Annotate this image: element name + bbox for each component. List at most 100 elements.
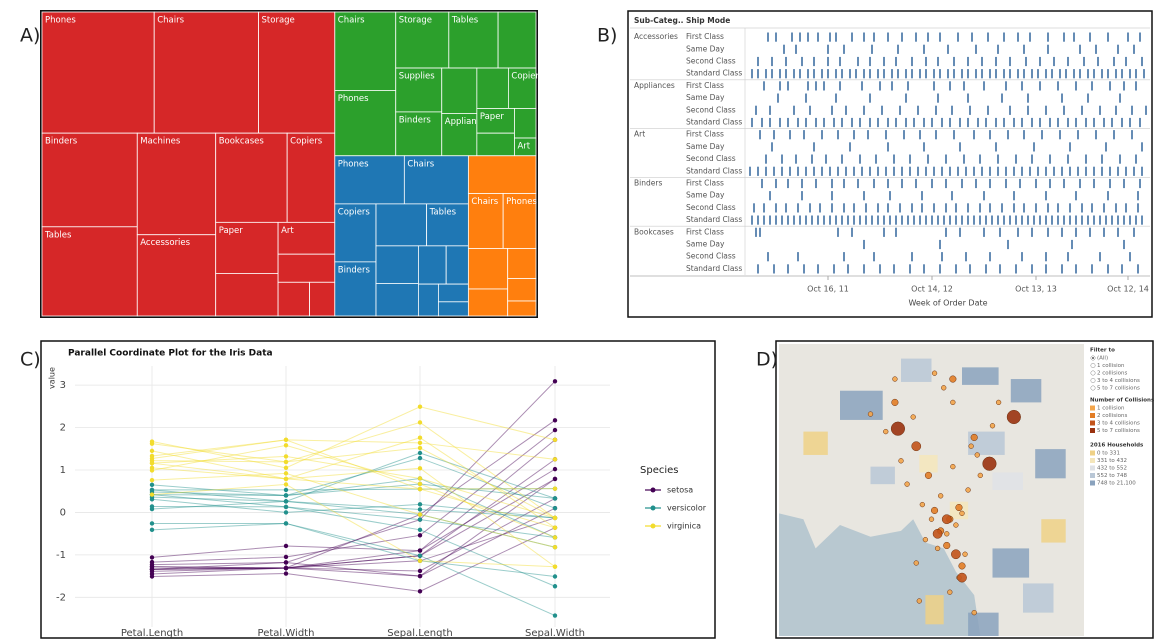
order-tick (983, 191, 985, 201)
order-tick (1013, 166, 1015, 176)
filter-radio[interactable] (1090, 385, 1096, 391)
order-tick (767, 252, 769, 262)
value-point (149, 482, 155, 488)
order-tick (941, 166, 943, 176)
cell-label: Storage (399, 16, 432, 26)
filter-radio[interactable] (1090, 370, 1096, 376)
treemap-cell (41, 132, 138, 228)
order-tick (899, 203, 901, 213)
order-tick (905, 117, 907, 128)
value-point (552, 564, 558, 569)
order-tick (781, 154, 783, 164)
order-tick (1091, 264, 1093, 274)
order-tick (863, 69, 865, 79)
order-tick (759, 130, 761, 140)
order-tick (1001, 203, 1003, 213)
order-tick (815, 81, 817, 91)
order-tick (1067, 252, 1069, 262)
order-tick (1005, 166, 1007, 176)
order-tick (899, 105, 901, 115)
treemap-cell (375, 203, 428, 247)
cell-label: Bookcases (219, 137, 265, 147)
order-tick (1017, 227, 1019, 237)
filter-radio[interactable] (1090, 378, 1096, 383)
order-tick (953, 56, 955, 67)
order-tick (981, 69, 983, 79)
order-tick (877, 215, 879, 225)
order-tick (863, 32, 865, 42)
profile-line (151, 478, 556, 577)
value-point (149, 527, 155, 533)
order-tick (807, 69, 809, 79)
order-tick (1115, 105, 1117, 115)
order-tick (1089, 32, 1091, 42)
treemap-cell (437, 301, 469, 317)
treemap-cell (467, 155, 537, 194)
order-tick (853, 215, 855, 225)
order-tick (877, 117, 879, 128)
legend-label: 2 collisions (1097, 413, 1127, 419)
profile-line (151, 483, 556, 499)
order-tick (1125, 203, 1127, 213)
order-tick (827, 44, 829, 54)
filter-radio[interactable] (1090, 363, 1096, 368)
order-tick (843, 252, 845, 262)
order-tick (965, 166, 967, 176)
order-tick (763, 215, 765, 225)
order-tick (1075, 117, 1077, 128)
order-tick (859, 215, 861, 225)
legend-title: Number of Collisions (1090, 398, 1155, 404)
collision-point (955, 503, 963, 512)
value-point (552, 496, 558, 501)
treemap-cell (467, 248, 509, 290)
order-tick (919, 69, 921, 79)
order-tick (867, 130, 869, 140)
profile-line (151, 467, 556, 529)
treemap-cell (508, 67, 537, 109)
legend-label: 552 to 748 (1097, 473, 1128, 479)
order-tick (771, 69, 773, 79)
x-tick-label: Sepal.Width (525, 628, 585, 639)
order-tick (875, 154, 877, 164)
order-tick (935, 105, 937, 115)
ship-mode-label: First Class (686, 227, 724, 236)
order-tick (965, 252, 967, 262)
filter-radio-dot (1092, 357, 1094, 359)
value-point (283, 560, 289, 565)
profile-line (151, 458, 556, 570)
order-tick (869, 93, 871, 103)
order-tick (1113, 130, 1115, 140)
x-tick-label: Petal.Length (121, 628, 183, 639)
order-tick (1067, 154, 1069, 164)
order-tick (1085, 166, 1087, 176)
value-point (552, 545, 558, 550)
order-tick (975, 178, 977, 189)
value-point (417, 404, 423, 409)
order-tick (901, 178, 903, 189)
cell-label: Paper (219, 226, 244, 236)
order-tick (1003, 215, 1005, 225)
order-tick (801, 56, 803, 67)
profile-line (151, 457, 556, 509)
order-tick (1005, 81, 1007, 91)
treemap-cell (215, 273, 279, 317)
order-tick (777, 93, 779, 103)
treemap-cell (375, 245, 419, 284)
order-tick (953, 130, 955, 140)
order-tick (1103, 227, 1105, 237)
order-tick (819, 203, 821, 213)
order-tick (967, 117, 969, 128)
order-tick (981, 56, 983, 67)
order-tick (841, 117, 843, 128)
treemap-cell (334, 11, 397, 91)
order-tick (1135, 154, 1137, 164)
order-tick (869, 69, 871, 79)
order-tick (763, 81, 765, 91)
order-tick (1075, 227, 1077, 237)
order-tick (939, 239, 941, 250)
cell-label: Machines (140, 137, 181, 147)
collision-point (924, 471, 933, 479)
order-tick (931, 215, 933, 225)
order-tick (1133, 44, 1135, 54)
treemap-cell (277, 281, 310, 317)
